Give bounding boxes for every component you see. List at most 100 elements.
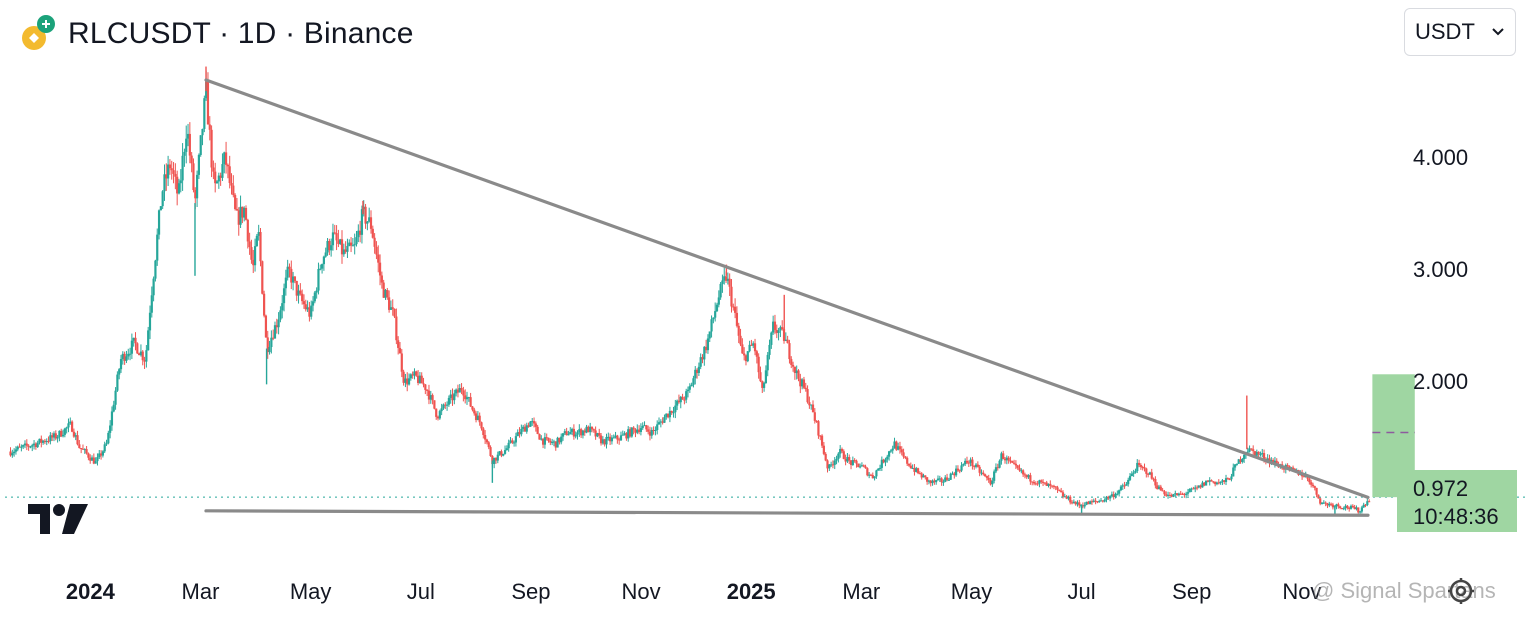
candle — [1192, 486, 1195, 490]
candle — [891, 445, 894, 454]
candle-body — [426, 389, 429, 391]
candle — [440, 403, 443, 416]
currency-select[interactable]: USDT — [1404, 8, 1516, 56]
candle — [1150, 468, 1153, 480]
candle-body — [397, 340, 400, 348]
candle — [103, 441, 106, 454]
candle-body — [619, 435, 623, 441]
candle-body — [1036, 483, 1039, 485]
candle-body — [418, 375, 422, 383]
candle-body — [22, 445, 25, 447]
candle — [938, 475, 941, 482]
candle-body — [880, 459, 883, 468]
candle-body — [273, 325, 277, 339]
candle-body — [685, 391, 688, 400]
candle-body — [824, 453, 827, 461]
candle-body — [1170, 494, 1173, 497]
candle-body — [639, 428, 643, 432]
candle — [974, 463, 978, 469]
candle — [531, 417, 534, 426]
candle-body — [728, 278, 731, 287]
candle — [389, 300, 393, 311]
candle-body — [369, 217, 373, 229]
candle — [873, 476, 876, 481]
candle-body — [536, 426, 539, 435]
candle-body — [157, 210, 161, 235]
candle-body — [34, 443, 37, 448]
tradingview-logo-icon[interactable] — [26, 502, 90, 541]
candle-body — [1148, 472, 1152, 475]
candle-body — [252, 259, 255, 266]
candle-body — [31, 445, 34, 447]
candle — [804, 382, 807, 392]
candle-body — [201, 128, 204, 136]
candle — [826, 459, 829, 473]
candle-body — [74, 435, 77, 437]
candle-body — [1239, 459, 1242, 462]
candle — [851, 456, 854, 466]
candle — [569, 427, 572, 435]
candle-body — [206, 81, 210, 125]
candle — [83, 448, 86, 454]
trendline[interactable] — [204, 509, 1370, 517]
candle — [1000, 451, 1003, 465]
candle-body — [281, 303, 284, 311]
candle-body — [983, 474, 987, 477]
candle — [400, 349, 403, 378]
settings-gear-icon[interactable] — [1446, 576, 1476, 606]
candle — [119, 354, 123, 373]
candle-body — [384, 289, 387, 298]
candle-body — [1027, 475, 1030, 478]
candle — [893, 437, 896, 449]
candle — [714, 302, 717, 322]
candle — [224, 141, 228, 174]
candle — [1089, 500, 1092, 505]
candle — [632, 426, 635, 435]
candle-body — [759, 372, 762, 382]
candle-body — [944, 477, 947, 482]
candle — [445, 401, 449, 411]
candle-body — [1324, 502, 1327, 504]
candle — [880, 456, 883, 472]
candle-body — [1034, 483, 1037, 485]
candle — [685, 388, 688, 404]
candle — [1105, 495, 1108, 503]
candle-body — [400, 353, 403, 372]
candle — [909, 462, 912, 469]
candle-body — [404, 378, 407, 383]
trendline[interactable] — [204, 78, 1370, 499]
candle-body — [565, 431, 568, 436]
candle — [1012, 459, 1016, 465]
candle-body — [87, 453, 90, 458]
candle — [1273, 456, 1277, 468]
candle — [697, 362, 700, 377]
candle-body — [802, 379, 806, 388]
candle — [853, 458, 856, 463]
candle — [802, 376, 806, 390]
candle-body — [1206, 480, 1210, 482]
candle-body — [960, 465, 963, 471]
candle — [527, 422, 530, 428]
candle — [1065, 495, 1068, 500]
candle-body — [319, 268, 322, 270]
candle — [32, 440, 36, 450]
candle-body — [1154, 479, 1157, 486]
candle — [14, 446, 18, 455]
candle — [810, 404, 813, 410]
candle — [177, 178, 181, 195]
candle — [302, 294, 306, 309]
candle — [799, 373, 802, 394]
candle — [663, 414, 666, 423]
candle — [29, 445, 32, 449]
candle — [76, 430, 79, 446]
candle — [1023, 472, 1027, 479]
candle-body — [1313, 486, 1316, 488]
candle-body — [1023, 474, 1027, 476]
candle-body — [250, 247, 253, 260]
candle-body — [590, 426, 594, 430]
candle — [449, 389, 452, 404]
candle-body — [576, 432, 579, 435]
candle-body — [1357, 507, 1360, 513]
candle-body — [1188, 489, 1191, 493]
